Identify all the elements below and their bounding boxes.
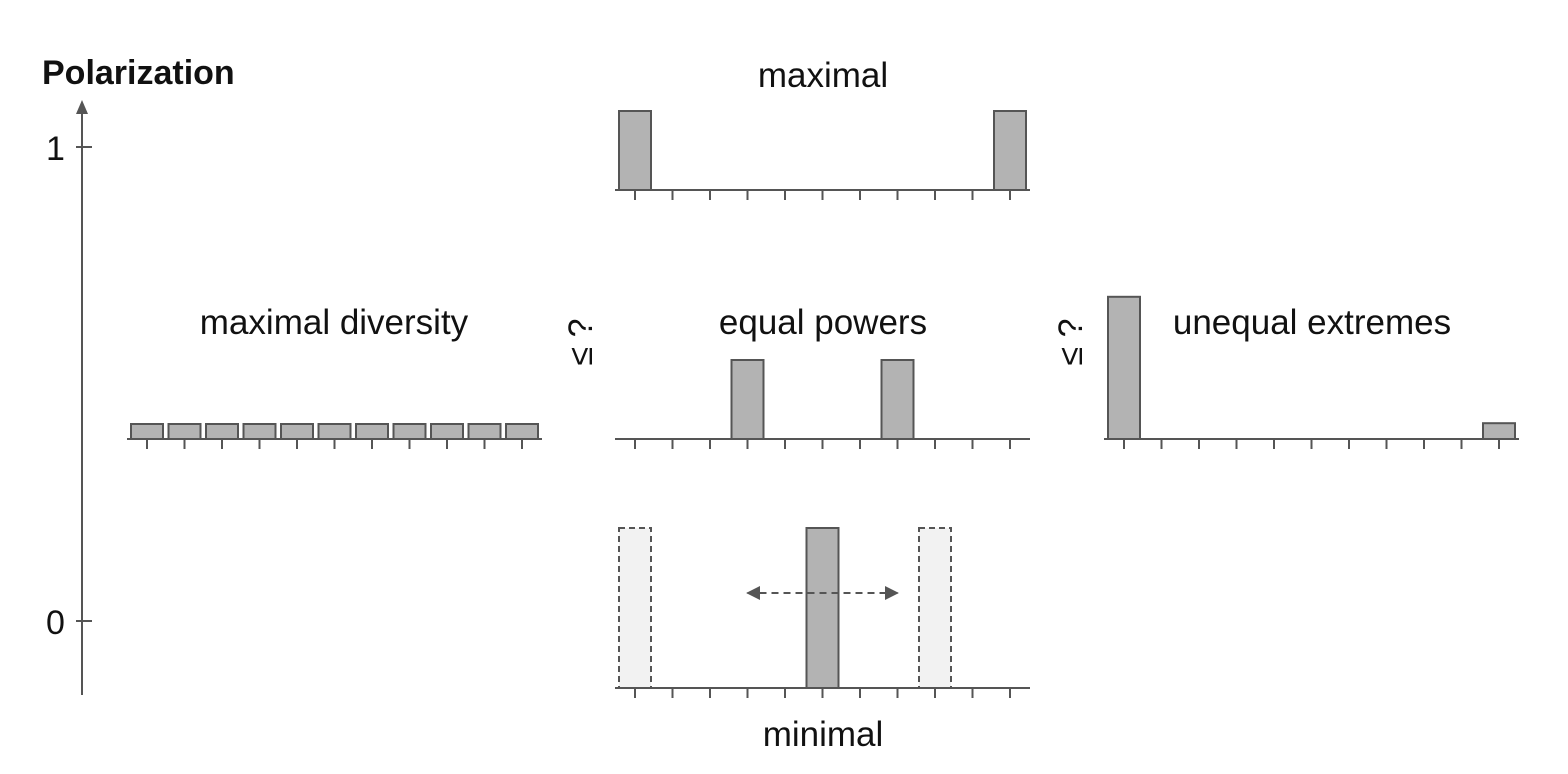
panel-title-maximal: maximal (758, 56, 888, 95)
panel-unequal-extremes: unequal extremes (1104, 295, 1519, 449)
panel-maximal: maximal (615, 56, 1030, 200)
ghost-bar (918, 527, 952, 689)
histogram-bar (242, 423, 277, 440)
ghost-bar (618, 527, 652, 689)
panel-title-minimal: minimal (763, 715, 884, 754)
y-tick-label-1: 1 (46, 130, 65, 168)
histogram-bar (130, 423, 164, 440)
panel-title-unequal-extremes: unequal extremes (1173, 303, 1451, 342)
histogram-bar (205, 423, 239, 440)
histogram-bar (430, 423, 464, 440)
histogram-bar (167, 423, 202, 440)
y-tick-label-0: 0 (46, 604, 65, 642)
panel-title-equal-powers: equal powers (719, 303, 927, 342)
comparator-right: ≤ ? (1052, 318, 1090, 365)
polarization-axis: Polarization 1 0 (42, 54, 235, 695)
histogram-bar (467, 423, 502, 440)
panel-equal-powers: equal powers (615, 303, 1030, 449)
y-axis-title: Polarization (42, 54, 235, 92)
comparator-left: ≤ ? (562, 318, 600, 365)
histogram-bar (392, 423, 427, 440)
histogram-bar (880, 359, 915, 440)
panel-title-maximal-diversity: maximal diversity (200, 303, 469, 342)
histogram-bar (1482, 422, 1516, 441)
histogram-bar (317, 423, 352, 440)
histogram-bar (355, 423, 389, 440)
y-axis-arrowhead (76, 100, 88, 114)
histogram-bar (805, 527, 840, 689)
histogram-bar (993, 110, 1027, 191)
histogram-bar (280, 423, 314, 440)
histogram-bar (1107, 295, 1141, 440)
panel-maximal-diversity: maximal diversity (127, 303, 542, 449)
histogram-bar (730, 359, 765, 440)
histogram-bar (618, 110, 652, 191)
histogram-bar (505, 423, 539, 440)
panel-minimal: minimal (615, 527, 1030, 754)
